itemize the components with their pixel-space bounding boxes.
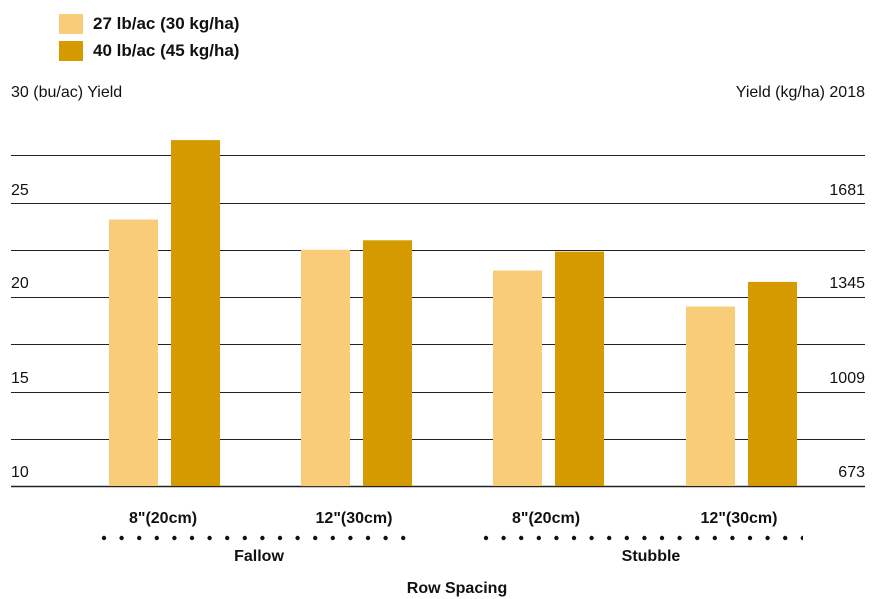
divider-dot	[677, 535, 682, 541]
bar-series-2-cat-2	[363, 240, 412, 486]
category-label: 12"(30cm)	[700, 510, 778, 527]
divider-dot	[800, 535, 803, 541]
divider-dot	[624, 535, 629, 541]
divider-dot	[330, 535, 335, 541]
bar-series-2-cat-4	[748, 281, 797, 486]
group-label-fallow: Fallow	[234, 548, 284, 565]
divider-dot	[783, 535, 788, 541]
legend-swatch-series-2	[59, 41, 83, 61]
bar-series-1-cat-4	[686, 306, 735, 486]
divider-dot	[536, 535, 541, 541]
left-tick-label: 20	[11, 275, 29, 292]
right-tick-label: 1009	[829, 370, 865, 387]
right-tick-label: 1681	[829, 182, 865, 199]
bar-series-1-cat-2	[301, 249, 350, 487]
divider-dot	[589, 535, 594, 541]
bar-series-1-cat-1	[109, 219, 158, 486]
legend-swatch-series-1	[59, 14, 83, 34]
divider-dot	[101, 535, 107, 541]
divider-dot	[554, 535, 559, 541]
x-axis-title: Row Spacing	[406, 580, 508, 597]
category-label: 8"(20cm)	[128, 510, 198, 527]
category-label: 12"(30cm)	[315, 510, 393, 527]
divider-dot	[483, 535, 489, 541]
divider-dot	[730, 535, 735, 541]
legend-item-series-2: 40 lb/ac (45 kg/ha)	[59, 39, 239, 63]
divider-dot	[642, 535, 647, 541]
right-axis-label: Yield (kg/ha) 2018	[735, 84, 865, 101]
group-label-stubble: Stubble	[621, 548, 681, 565]
divider-dot	[242, 535, 247, 541]
bar-series-1-cat-3	[493, 270, 542, 486]
group-divider-stubble	[483, 535, 803, 541]
divider-dot	[695, 535, 700, 541]
divider-dot	[119, 535, 124, 541]
divider-dot	[501, 535, 506, 541]
divider-dot	[154, 535, 159, 541]
left-tick-label: 15	[11, 370, 29, 387]
divider-dot	[189, 535, 195, 541]
left-axis-label: 30 (bu/ac) Yield	[11, 84, 123, 101]
divider-dot	[365, 535, 371, 541]
group-divider-fallow	[101, 535, 406, 541]
right-tick-label: 1345	[829, 275, 865, 292]
divider-dot	[260, 535, 265, 541]
divider-dot	[295, 535, 300, 541]
divider-dot	[383, 535, 388, 541]
left-tick-label: 25	[11, 182, 29, 199]
divider-dot	[712, 535, 717, 541]
legend: 27 lb/ac (30 kg/ha) 40 lb/ac (45 kg/ha)	[59, 12, 239, 63]
divider-dot	[277, 535, 283, 541]
divider-dot	[571, 535, 577, 541]
divider-dot	[747, 535, 753, 541]
category-label: 8"(20cm)	[511, 510, 581, 527]
divider-dot	[401, 535, 406, 541]
legend-label-series-2: 40 lb/ac (45 kg/ha)	[93, 41, 240, 60]
divider-dot	[225, 535, 230, 541]
bar-series-2-cat-3	[555, 251, 604, 486]
divider-dot	[137, 535, 142, 541]
divider-dot	[348, 535, 353, 541]
divider-dot	[207, 535, 212, 541]
bar-series-2-cat-1	[171, 140, 220, 486]
left-tick-label: 10	[11, 464, 29, 481]
legend-item-series-1: 27 lb/ac (30 kg/ha)	[59, 12, 239, 36]
divider-dot	[765, 535, 770, 541]
right-tick-label: 673	[838, 464, 865, 481]
divider-dot	[519, 535, 524, 541]
divider-dot	[172, 535, 177, 541]
legend-label-series-1: 27 lb/ac (30 kg/ha)	[93, 14, 240, 33]
divider-dot	[659, 535, 665, 541]
divider-dot	[607, 535, 612, 541]
divider-dot	[313, 535, 318, 541]
